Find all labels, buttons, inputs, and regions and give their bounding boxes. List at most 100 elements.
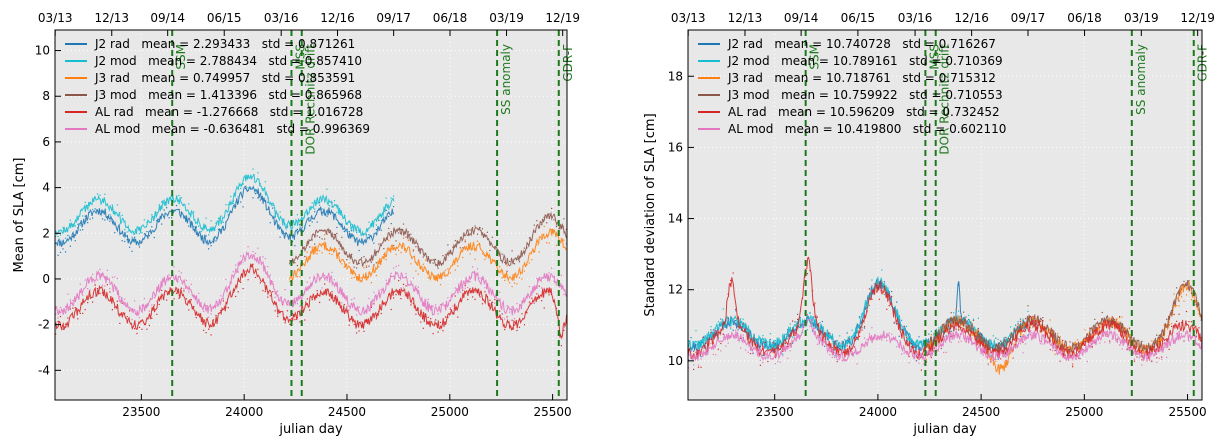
series-point	[319, 278, 321, 280]
series-point	[1047, 337, 1049, 339]
series-point	[331, 271, 333, 273]
series-point	[74, 300, 76, 302]
series-point	[363, 240, 365, 243]
series-point	[975, 329, 977, 331]
series-point	[299, 321, 301, 323]
series-point	[871, 298, 873, 300]
series-line	[288, 211, 567, 268]
series-point	[504, 279, 506, 281]
series-point	[560, 226, 562, 229]
series-point	[1124, 333, 1126, 336]
series-point	[1176, 305, 1178, 307]
series-point	[735, 329, 737, 331]
series-point	[958, 328, 960, 330]
series-point	[727, 323, 729, 325]
series-point	[933, 343, 935, 345]
series-point	[299, 253, 301, 256]
series-point	[380, 219, 382, 221]
series-point	[1017, 324, 1019, 326]
series-point	[62, 248, 64, 250]
series-point	[380, 229, 382, 231]
series-point	[1086, 340, 1088, 342]
series-point	[405, 236, 407, 238]
series-point	[888, 291, 890, 293]
series-point	[111, 204, 113, 206]
series-point	[1054, 346, 1056, 348]
series-point	[405, 285, 407, 287]
series-point	[747, 341, 749, 343]
series-point	[481, 303, 484, 305]
series-point	[126, 239, 128, 241]
series-point	[873, 283, 875, 285]
series-point	[901, 353, 903, 355]
series-point	[272, 281, 274, 283]
series-point	[923, 339, 925, 341]
series-point	[185, 279, 187, 281]
series-point	[1039, 343, 1041, 345]
series-point	[316, 253, 318, 255]
series-point	[326, 249, 328, 251]
series-point	[294, 245, 296, 247]
series-point	[368, 320, 370, 322]
series-point	[543, 225, 545, 228]
series-point	[858, 317, 861, 319]
series-point	[82, 229, 84, 231]
series-point	[925, 358, 927, 360]
series-point	[995, 358, 997, 360]
series-point	[277, 215, 279, 217]
series-point	[227, 294, 229, 296]
series-point	[151, 214, 153, 216]
series-point	[501, 313, 503, 315]
series-point	[777, 347, 779, 349]
series-point	[528, 237, 530, 239]
series-point	[861, 315, 863, 317]
series-point	[338, 222, 340, 224]
series-point	[1002, 340, 1004, 342]
series-point	[427, 277, 429, 279]
series-point	[821, 328, 823, 330]
series-point	[938, 344, 940, 346]
series-point	[553, 301, 555, 303]
top-tick-label: 06/18	[433, 11, 468, 25]
series-point	[809, 325, 811, 327]
series-point	[252, 251, 254, 253]
series-point	[737, 339, 739, 342]
series-point	[555, 244, 558, 246]
series-point	[92, 217, 94, 219]
series-point	[437, 313, 439, 315]
series-point	[977, 329, 979, 331]
series-point	[173, 298, 175, 300]
series-point	[1176, 332, 1178, 335]
series-point	[516, 283, 518, 285]
series-point	[264, 181, 266, 183]
series-point	[794, 328, 796, 330]
series-point	[314, 243, 316, 245]
series-point	[856, 337, 858, 339]
series-point	[1188, 340, 1190, 342]
series-point	[1198, 312, 1200, 315]
series-point	[459, 300, 461, 302]
series-point	[749, 349, 752, 351]
series-point	[82, 312, 84, 314]
series-point	[992, 335, 994, 337]
series-point	[1096, 333, 1098, 335]
series-point	[380, 312, 382, 315]
series-point	[264, 200, 266, 202]
series-point	[1019, 336, 1022, 338]
series-point	[79, 312, 81, 314]
series-point	[819, 336, 821, 338]
series-point	[190, 283, 192, 285]
series-point	[64, 323, 67, 325]
series-point	[893, 307, 895, 309]
series-point	[967, 329, 970, 331]
series-point	[119, 212, 121, 214]
series-point	[235, 201, 237, 203]
series-point	[84, 201, 86, 203]
series-point	[881, 289, 883, 292]
legend-entry: J2 rad mean = 10.740728 std = 0.716267	[727, 37, 996, 51]
series-point	[752, 337, 754, 339]
series-point	[779, 361, 781, 363]
series-point	[324, 234, 326, 236]
series-point	[555, 226, 558, 228]
series-point	[551, 267, 553, 269]
